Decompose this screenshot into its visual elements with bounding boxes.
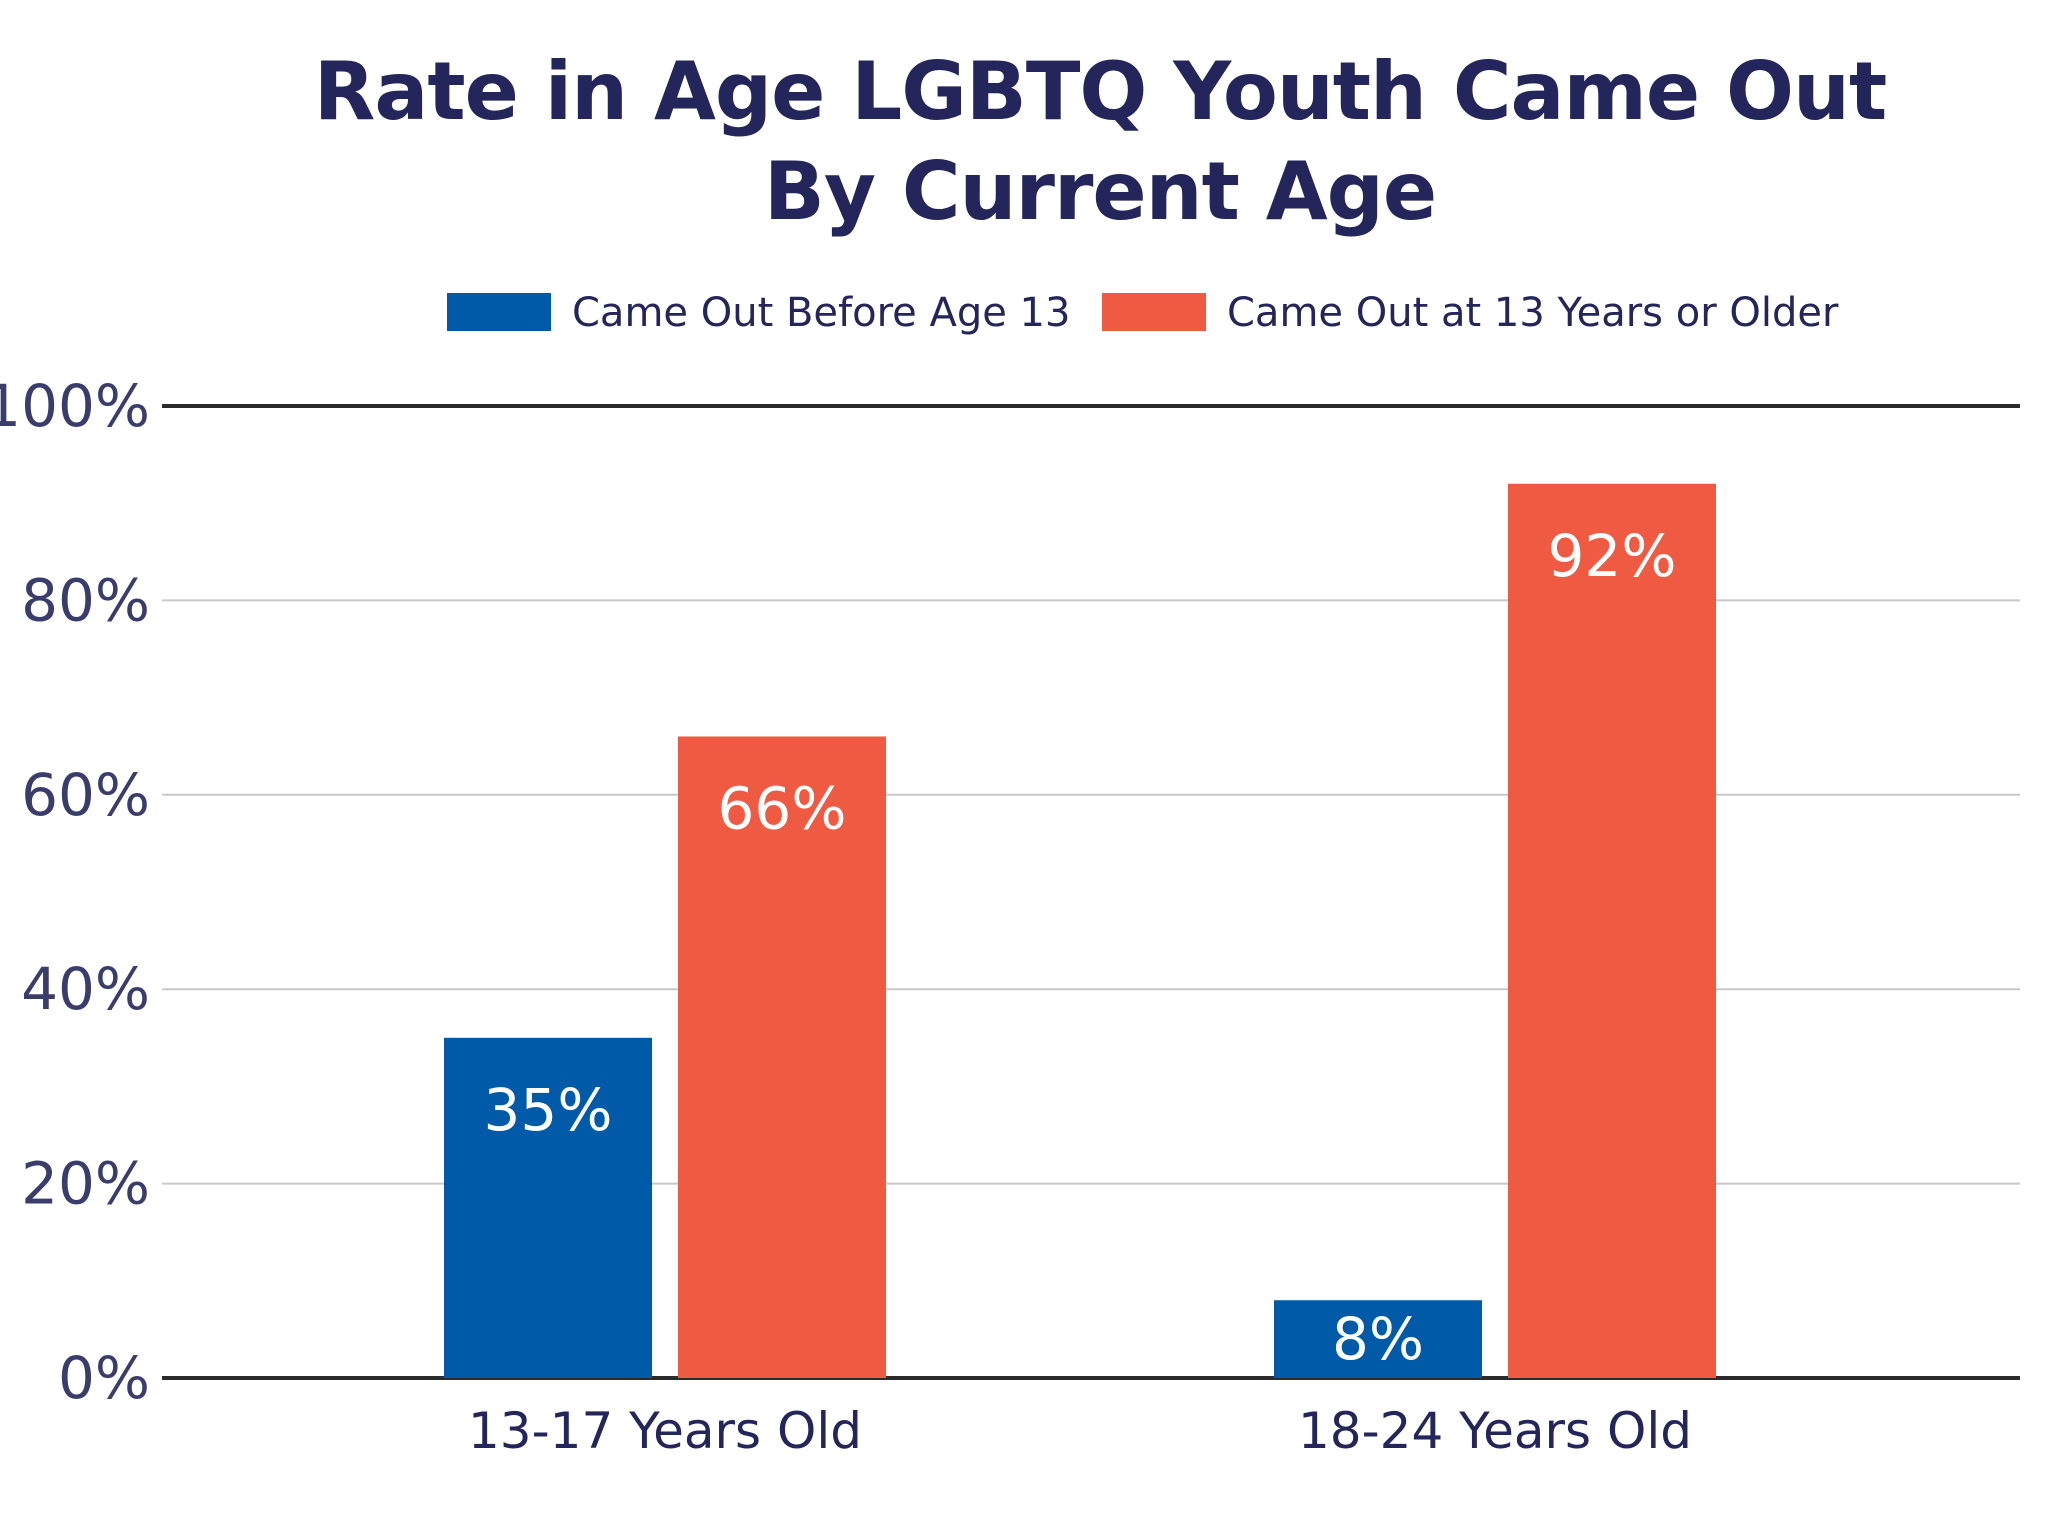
legend-swatch-1 xyxy=(447,293,551,331)
legend: Came Out Before Age 13 Came Out at 13 Yea… xyxy=(447,290,1839,336)
category-labels: 13-17 Years Old 18-24 Years Old xyxy=(468,1402,1692,1460)
y-axis-tick-labels: 0% 20% 40% 60% 80% 100% xyxy=(0,372,150,1412)
y-tick-label: 40% xyxy=(21,955,150,1023)
bars xyxy=(444,483,1716,1378)
data-label: 92% xyxy=(1548,522,1677,590)
bar-before-13-2 xyxy=(1274,1300,1482,1378)
legend-label-1: Came Out Before Age 13 xyxy=(572,290,1070,336)
category-label: 18-24 Years Old xyxy=(1298,1402,1692,1460)
data-label: 35% xyxy=(484,1076,613,1144)
y-tick-label: 100% xyxy=(0,372,150,440)
data-labels: 35% 66% 8% 92% xyxy=(484,522,1677,1373)
data-label: 66% xyxy=(718,774,847,842)
y-tick-label: 80% xyxy=(21,566,150,634)
chart-title-line-1: Rate in Age LGBTQ Youth Came Out xyxy=(313,45,1887,138)
legend-label-2: Came Out at 13 Years or Older xyxy=(1227,290,1839,336)
y-tick-label: 0% xyxy=(58,1344,150,1412)
bar-13-or-older-2 xyxy=(1508,483,1716,1378)
bar-13-or-older-1 xyxy=(678,736,886,1378)
legend-swatch-2 xyxy=(1102,293,1206,331)
data-label: 8% xyxy=(1332,1305,1424,1373)
chart-title-line-2: By Current Age xyxy=(763,145,1437,238)
category-label: 13-17 Years Old xyxy=(468,1402,862,1460)
chart-title: Rate in Age LGBTQ Youth Came Out By Curr… xyxy=(0,42,2048,242)
y-tick-label: 60% xyxy=(21,761,150,829)
y-tick-label: 20% xyxy=(21,1150,150,1218)
bar-before-13-1 xyxy=(444,1037,652,1378)
grid-lines xyxy=(162,404,2020,1380)
